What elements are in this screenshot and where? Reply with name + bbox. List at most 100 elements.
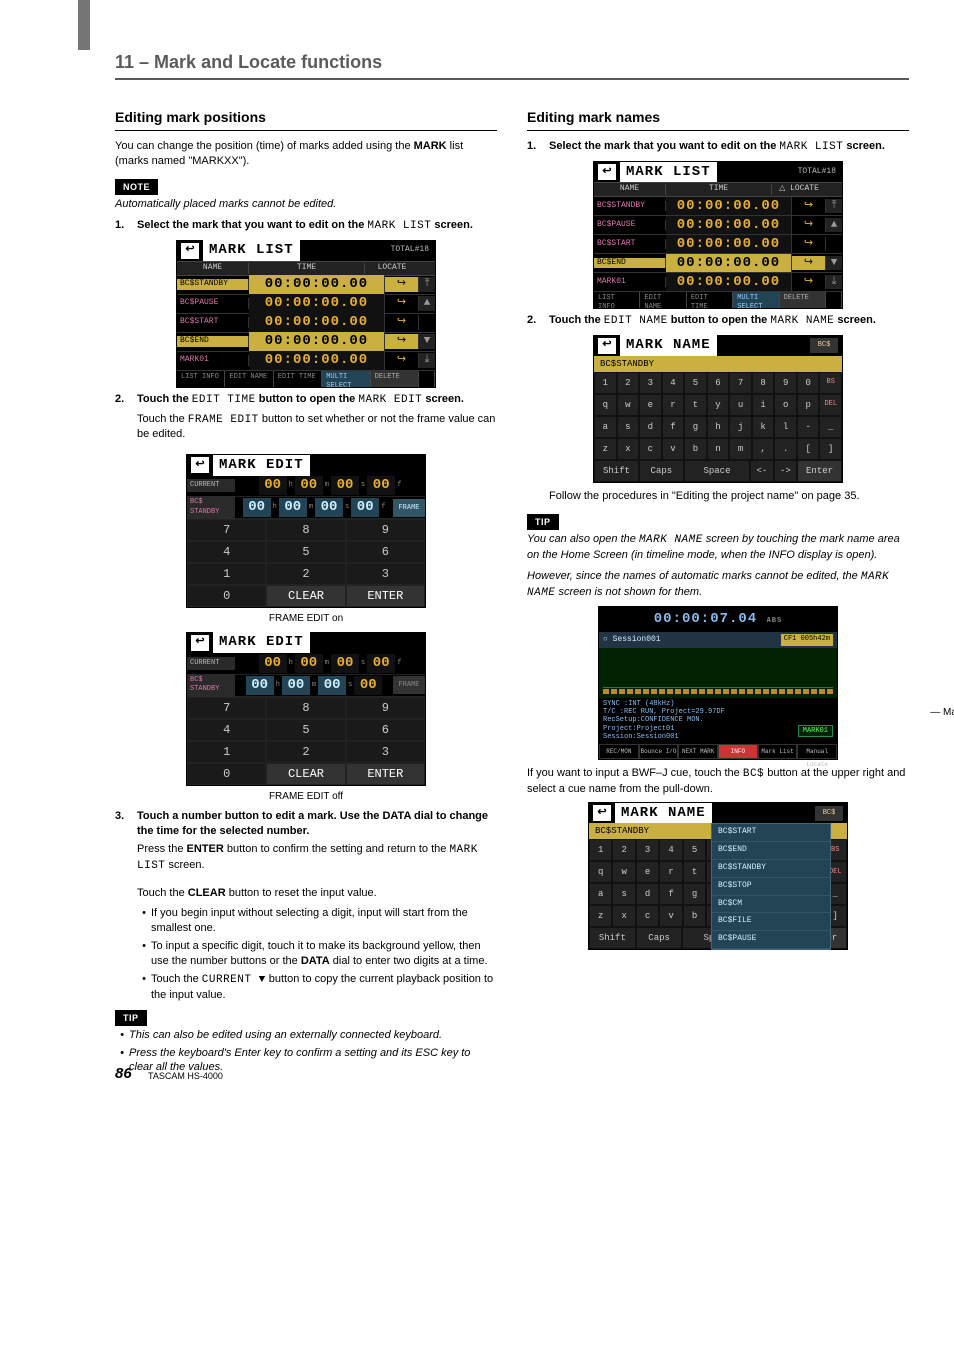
- left-arrow-key[interactable]: <-: [750, 460, 773, 482]
- kb-key[interactable]: x: [617, 438, 640, 460]
- dropdown-item[interactable]: BC$STOP: [712, 878, 830, 896]
- kb-key[interactable]: [: [797, 438, 820, 460]
- kb-key[interactable]: h: [707, 416, 730, 438]
- kb-key[interactable]: k: [752, 416, 775, 438]
- frame-edit-button[interactable]: FRAME EDIT: [393, 499, 425, 517]
- kb-key[interactable]: a: [594, 416, 617, 438]
- kb-key[interactable]: 1: [594, 372, 617, 394]
- dropdown-item[interactable]: BC$CM: [712, 896, 830, 914]
- kb-key[interactable]: 9: [774, 372, 797, 394]
- back-icon[interactable]: ↩: [598, 164, 616, 180]
- delete-button[interactable]: DELETE: [371, 371, 419, 387]
- kb-key[interactable]: s: [617, 416, 640, 438]
- enter-key[interactable]: Enter: [797, 460, 842, 482]
- kb-key[interactable]: .: [774, 438, 797, 460]
- back-icon[interactable]: ↩: [598, 338, 616, 354]
- kb-key[interactable]: d: [636, 883, 659, 905]
- caps-key[interactable]: Caps: [639, 460, 684, 482]
- dropdown-item[interactable]: BC$START: [712, 824, 830, 842]
- kb-key[interactable]: 1: [589, 839, 612, 861]
- dropdown-item[interactable]: BC$STANDBY: [712, 860, 830, 878]
- back-icon[interactable]: ↩: [181, 243, 199, 259]
- name-field[interactable]: BC$STANDBY: [594, 356, 842, 372]
- scroll-up-icon[interactable]: ▲: [419, 296, 435, 311]
- kb-key[interactable]: o: [774, 394, 797, 416]
- kb-key[interactable]: d: [639, 416, 662, 438]
- kb-key[interactable]: l: [774, 416, 797, 438]
- kb-key[interactable]: 6: [707, 372, 730, 394]
- kb-key[interactable]: p: [797, 394, 820, 416]
- kb-key[interactable]: g: [684, 416, 707, 438]
- kb-key[interactable]: c: [636, 905, 659, 927]
- kb-key[interactable]: r: [662, 394, 685, 416]
- kb-key[interactable]: ,: [752, 438, 775, 460]
- clear-button[interactable]: CLEAR: [266, 585, 345, 607]
- kb-key[interactable]: b: [684, 438, 707, 460]
- kb-key[interactable]: 5: [684, 372, 707, 394]
- kb-key[interactable]: t: [683, 861, 706, 883]
- kb-key[interactable]: r: [659, 861, 682, 883]
- kb-key[interactable]: BS: [819, 372, 842, 394]
- kb-key[interactable]: j: [729, 416, 752, 438]
- kb-key[interactable]: 5: [683, 839, 706, 861]
- space-key[interactable]: Space: [684, 460, 750, 482]
- info-button[interactable]: INFO: [718, 744, 758, 759]
- kb-key[interactable]: 4: [659, 839, 682, 861]
- scroll-bottom-icon[interactable]: ⤓: [419, 353, 435, 368]
- kb-key[interactable]: e: [636, 861, 659, 883]
- kb-key[interactable]: ]: [819, 438, 842, 460]
- edit-name-button[interactable]: EDIT NAME: [225, 371, 273, 387]
- kb-key[interactable]: z: [589, 905, 612, 927]
- kb-key[interactable]: u: [729, 394, 752, 416]
- kb-key[interactable]: 2: [612, 839, 635, 861]
- kb-key[interactable]: v: [659, 905, 682, 927]
- kb-key[interactable]: f: [659, 883, 682, 905]
- enter-button[interactable]: ENTER: [346, 585, 425, 607]
- dropdown-item[interactable]: BC$END: [712, 842, 830, 860]
- mark-name-area[interactable]: MARK01: [798, 725, 833, 737]
- kb-key[interactable]: s: [612, 883, 635, 905]
- dropdown-item[interactable]: BC$FILE: [712, 913, 830, 931]
- kb-key[interactable]: i: [752, 394, 775, 416]
- dropdown-item[interactable]: BC$PAUSE: [712, 931, 830, 949]
- kb-key[interactable]: q: [589, 861, 612, 883]
- edit-time-button[interactable]: EDIT TIME: [274, 371, 322, 387]
- timeline-area[interactable]: [599, 648, 837, 698]
- kb-key[interactable]: m: [729, 438, 752, 460]
- kb-key[interactable]: 7: [729, 372, 752, 394]
- kb-key[interactable]: x: [612, 905, 635, 927]
- kb-key[interactable]: t: [684, 394, 707, 416]
- kb-key[interactable]: v: [662, 438, 685, 460]
- list-info-button[interactable]: LIST INFO: [177, 371, 225, 387]
- kb-key[interactable]: b: [683, 905, 706, 927]
- kb-key[interactable]: 3: [639, 372, 662, 394]
- kb-key[interactable]: w: [612, 861, 635, 883]
- right-arrow-key[interactable]: ->: [774, 460, 797, 482]
- current-button[interactable]: CURRENT: [187, 479, 235, 492]
- kb-key[interactable]: 3: [636, 839, 659, 861]
- kb-key[interactable]: _: [819, 416, 842, 438]
- shift-key[interactable]: Shift: [594, 460, 639, 482]
- back-icon[interactable]: ↩: [191, 635, 209, 651]
- back-icon[interactable]: ↩: [593, 805, 611, 821]
- bcs-button[interactable]: BC$: [815, 806, 843, 821]
- scroll-down-icon[interactable]: ▼: [419, 334, 435, 349]
- kb-key[interactable]: q: [594, 394, 617, 416]
- kb-key[interactable]: z: [594, 438, 617, 460]
- kb-key[interactable]: g: [683, 883, 706, 905]
- kb-key[interactable]: c: [639, 438, 662, 460]
- kb-key[interactable]: 2: [617, 372, 640, 394]
- kb-key[interactable]: 4: [662, 372, 685, 394]
- kb-key[interactable]: n: [707, 438, 730, 460]
- kb-key[interactable]: f: [662, 416, 685, 438]
- bcs-button[interactable]: BC$: [810, 338, 838, 353]
- multi-select-button[interactable]: MULTI SELECT: [322, 371, 370, 387]
- kb-key[interactable]: w: [617, 394, 640, 416]
- back-icon[interactable]: ↩: [191, 457, 209, 473]
- scroll-top-icon[interactable]: ⤒: [419, 277, 435, 292]
- kb-key[interactable]: e: [639, 394, 662, 416]
- kb-key[interactable]: DEL: [819, 394, 842, 416]
- kb-key[interactable]: 0: [797, 372, 820, 394]
- frame-edit-button[interactable]: FRAME EDIT: [393, 676, 425, 694]
- kb-key[interactable]: a: [589, 883, 612, 905]
